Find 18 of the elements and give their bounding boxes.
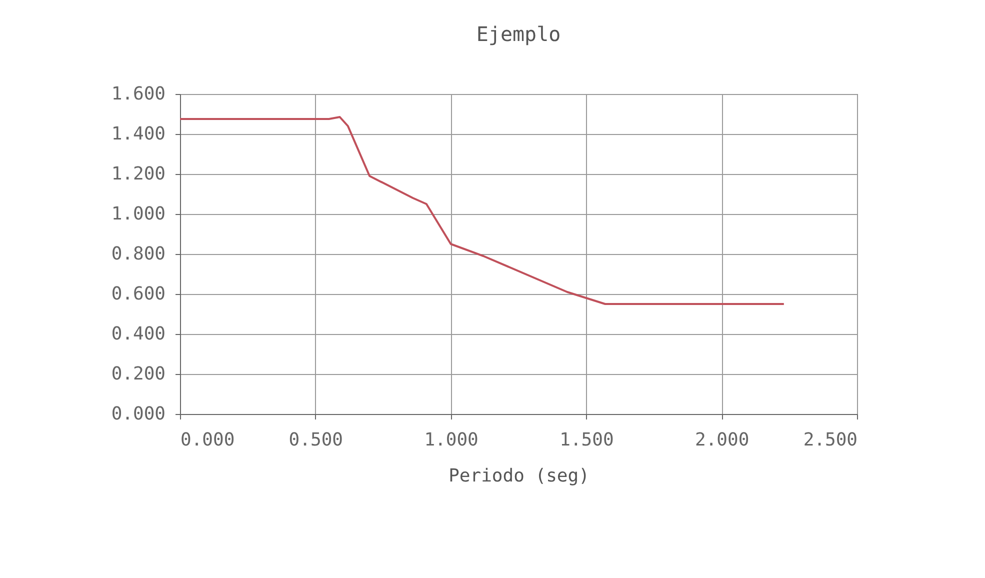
x-tick-label: 2.000 [695, 430, 750, 450]
line-series [180, 116, 785, 305]
y-tick-label: 0.000 [111, 404, 166, 424]
x-tick-label: 0.000 [180, 430, 235, 450]
y-tick-label: 0.400 [111, 324, 166, 344]
chart-title: Ejemplo [476, 22, 561, 46]
x-tick-label: 1.500 [560, 430, 614, 450]
y-tick-label: 1.000 [111, 204, 166, 224]
y-tick-label: 0.800 [111, 244, 166, 264]
x-tick-label: 1.000 [424, 430, 478, 450]
y-tick-label: 1.400 [111, 124, 166, 144]
y-tick-label: 0.600 [111, 284, 166, 304]
y-tick-label: 0.200 [111, 364, 166, 384]
y-tick-label: 1.600 [111, 84, 166, 104]
x-tick-label: 0.500 [288, 430, 343, 450]
y-tick-label: 1.200 [111, 164, 166, 184]
x-tick-label: 2.500 [803, 430, 858, 450]
x-axis-title: Periodo (seg) [448, 466, 590, 486]
